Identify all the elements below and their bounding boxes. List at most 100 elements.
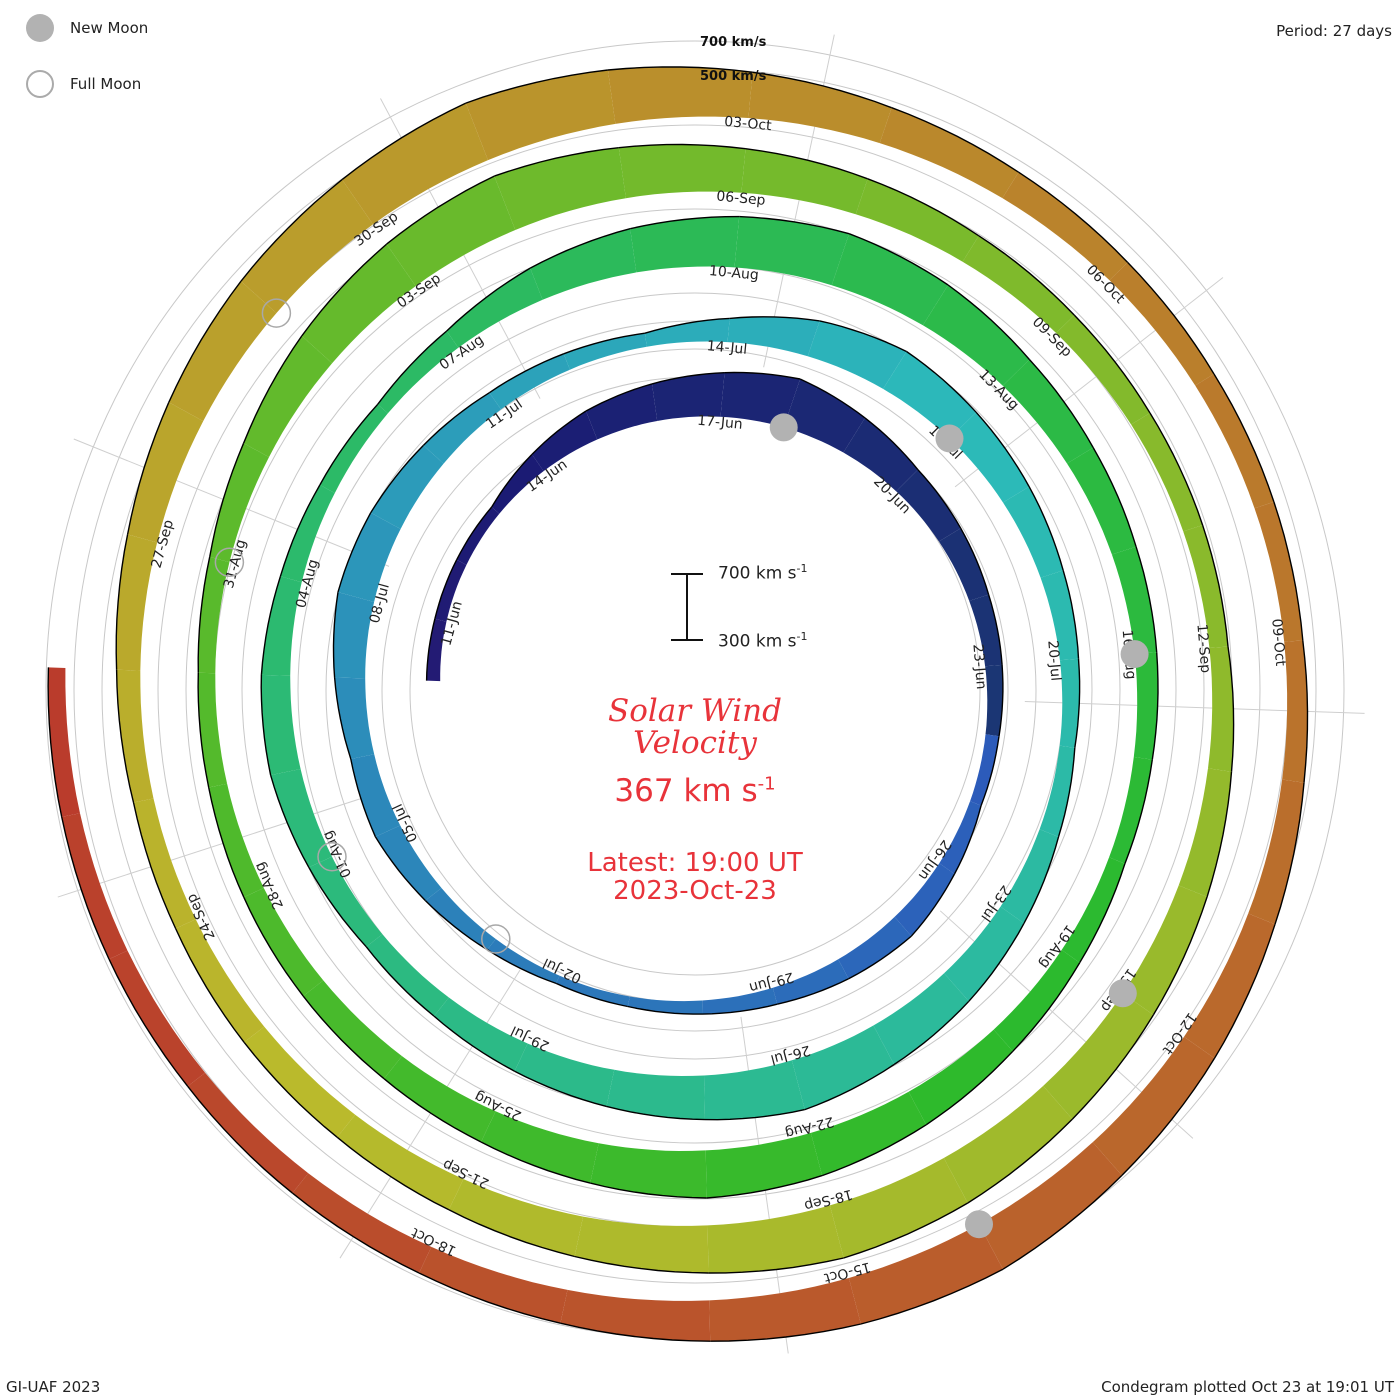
velocity-trace bbox=[987, 594, 1003, 665]
velocity-trace bbox=[1018, 171, 1129, 263]
velocity-segment bbox=[883, 351, 977, 439]
velocity-segment bbox=[1002, 172, 1128, 281]
velocity-segment bbox=[301, 244, 416, 364]
velocity-segment bbox=[133, 798, 196, 929]
velocity-segment bbox=[419, 1246, 568, 1324]
velocity-segment bbox=[707, 1205, 844, 1273]
velocity-segment bbox=[1109, 262, 1214, 386]
velocity-trace bbox=[925, 1050, 1014, 1126]
velocity-segment bbox=[556, 975, 630, 1007]
velocity-trace bbox=[1213, 373, 1275, 503]
velocity-trace bbox=[860, 1268, 1004, 1325]
velocity-segment bbox=[48, 667, 80, 817]
velocity-trace bbox=[555, 982, 628, 1008]
velocity-trace bbox=[706, 1174, 823, 1199]
radial-spoke bbox=[57, 791, 382, 898]
velocity-segment bbox=[1061, 857, 1125, 963]
velocity-trace bbox=[1127, 261, 1215, 375]
velocity-trace bbox=[197, 556, 211, 673]
velocity-segment bbox=[1184, 913, 1275, 1059]
velocity-segment bbox=[586, 383, 658, 440]
velocity-segment bbox=[1131, 413, 1203, 532]
velocity-segment bbox=[590, 1143, 707, 1198]
velocity-segment bbox=[1208, 646, 1234, 772]
velocity-segment bbox=[168, 281, 277, 422]
velocity-trace bbox=[187, 1085, 293, 1194]
velocity-trace bbox=[174, 928, 245, 1043]
new-moon-marker bbox=[1108, 979, 1137, 1008]
velocity-segment bbox=[848, 1224, 1003, 1324]
velocity-segment bbox=[337, 1114, 464, 1210]
velocity-trace bbox=[243, 896, 304, 997]
velocity-trace bbox=[370, 444, 424, 514]
velocity-segment bbox=[481, 1111, 599, 1184]
velocity-segment bbox=[1059, 658, 1080, 748]
scale-bar-top-tick bbox=[671, 573, 703, 575]
velocity-trace bbox=[606, 1105, 706, 1121]
velocity-segment bbox=[618, 144, 746, 199]
velocity-trace bbox=[1079, 863, 1126, 964]
velocity-trace bbox=[607, 66, 753, 73]
velocity-segment bbox=[783, 379, 865, 453]
velocity-segment bbox=[704, 1060, 805, 1120]
velocity-segment bbox=[560, 1289, 711, 1342]
date-label: 20-Jul bbox=[1044, 640, 1063, 682]
velocity-segment bbox=[446, 268, 543, 348]
velocity-segment bbox=[838, 916, 912, 979]
velocity-trace bbox=[1073, 314, 1151, 414]
velocity-segment bbox=[720, 372, 801, 428]
velocity-trace bbox=[799, 378, 866, 419]
velocity-trace bbox=[968, 922, 1025, 1002]
velocity-segment bbox=[434, 997, 528, 1072]
new-moon-marker bbox=[1120, 640, 1149, 669]
velocity-trace bbox=[1062, 570, 1080, 659]
ring-ref-high: 700 km/s bbox=[700, 35, 767, 50]
velocity-segment bbox=[532, 411, 598, 472]
velocity-trace bbox=[337, 512, 372, 593]
velocity-segment bbox=[198, 672, 228, 788]
velocity-segment bbox=[448, 1179, 584, 1257]
velocity-segment bbox=[1002, 359, 1094, 464]
full-moon-marker bbox=[261, 298, 292, 328]
velocity-segment bbox=[607, 66, 753, 124]
velocity-trace bbox=[752, 71, 892, 109]
velocity-trace bbox=[168, 280, 242, 403]
velocity-trace bbox=[333, 677, 352, 760]
velocity-segment bbox=[1282, 640, 1308, 783]
velocity-trace bbox=[531, 410, 587, 455]
velocity-segment bbox=[970, 734, 999, 806]
velocity-trace bbox=[132, 802, 177, 929]
velocity-segment bbox=[734, 216, 850, 286]
velocity-trace bbox=[1213, 924, 1276, 1059]
velocity-trace bbox=[729, 316, 820, 322]
velocity-segment bbox=[1043, 993, 1154, 1120]
velocity-trace bbox=[260, 576, 282, 675]
velocity-trace bbox=[269, 774, 310, 868]
velocity-segment bbox=[943, 1085, 1073, 1203]
velocity-trace bbox=[115, 669, 135, 803]
velocity-trace bbox=[197, 672, 210, 788]
velocity-trace bbox=[710, 1323, 862, 1342]
velocity-segment bbox=[702, 987, 778, 1015]
new-moon-marker bbox=[769, 413, 798, 442]
velocity-trace bbox=[630, 215, 740, 230]
new-moon-icon bbox=[26, 14, 54, 42]
velocity-segment bbox=[1056, 315, 1150, 425]
velocity-segment bbox=[244, 1026, 356, 1138]
velocity-segment bbox=[791, 1025, 895, 1110]
velocity-segment bbox=[574, 1216, 709, 1273]
velocity-trace bbox=[341, 102, 467, 181]
velocity-segment bbox=[109, 950, 206, 1087]
velocity-segment bbox=[969, 594, 1003, 667]
velocity-trace bbox=[644, 317, 730, 334]
legend-new-moon: New Moon bbox=[26, 14, 148, 42]
date-label: 10-Aug bbox=[708, 263, 759, 284]
velocity-trace bbox=[560, 1322, 711, 1342]
velocity-segment bbox=[292, 1173, 432, 1273]
velocity-segment bbox=[993, 949, 1080, 1052]
velocity-trace bbox=[906, 350, 977, 413]
velocity-segment bbox=[727, 316, 820, 357]
velocity-trace bbox=[486, 949, 557, 985]
velocity-segment bbox=[1195, 374, 1274, 509]
